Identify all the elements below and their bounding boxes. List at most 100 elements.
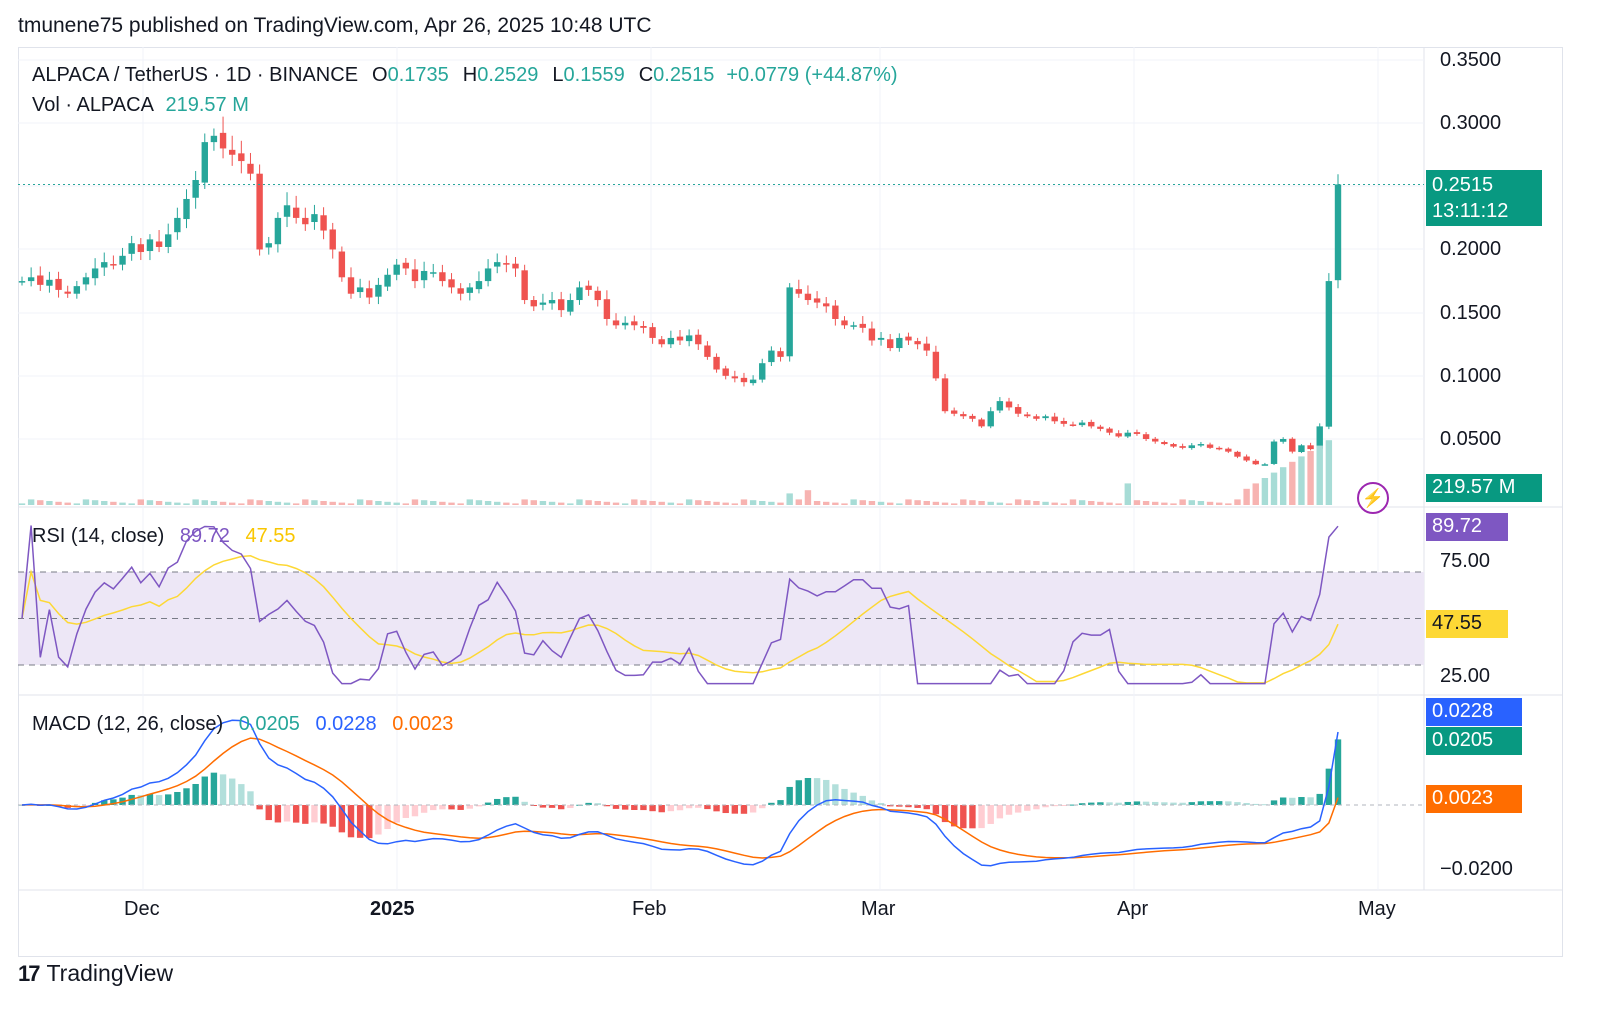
candle-body <box>731 376 739 379</box>
candle-body <box>530 300 537 307</box>
candle-body <box>484 268 492 282</box>
volume-bar <box>320 501 327 505</box>
macd-histogram-bar <box>868 800 876 805</box>
volume-bar <box>64 502 71 505</box>
macd-histogram-bar <box>1106 802 1113 805</box>
candle-body <box>1106 428 1113 433</box>
volume-bar <box>621 503 629 505</box>
candle-body <box>1215 447 1223 450</box>
volume-bar <box>832 502 839 505</box>
volume-bar <box>366 500 373 505</box>
macd-histogram-bar <box>110 799 117 805</box>
candle-body <box>539 302 547 305</box>
volume-bar <box>996 502 1004 505</box>
candle-body <box>219 132 227 149</box>
macd-histogram-bar <box>621 805 629 810</box>
time-tick: Mar <box>861 898 896 920</box>
candle-body <box>1179 446 1186 448</box>
macd-histogram-bar <box>1261 804 1269 806</box>
volume-bar <box>1042 501 1049 505</box>
volume-bar <box>238 503 245 505</box>
candle-body <box>850 325 857 327</box>
candle-body <box>1316 426 1323 449</box>
last-price-tag: 0.2515 13:11:12 <box>1426 170 1542 226</box>
chart-frame <box>18 47 1563 957</box>
candle-body <box>567 300 574 312</box>
volume-bar <box>649 501 656 505</box>
candle-body <box>55 278 62 290</box>
volume-bar <box>905 499 912 505</box>
candle-body <box>1133 432 1141 434</box>
tradingview-logo[interactable]: 17 TradingView <box>18 960 173 987</box>
volume-bar <box>119 502 126 505</box>
volume-bar <box>155 501 163 505</box>
candle-body <box>165 234 172 247</box>
macd-histogram-bar <box>1270 800 1278 805</box>
macd-histogram-bar <box>640 805 647 811</box>
volume-bar <box>640 500 647 505</box>
low-label: L <box>552 64 564 86</box>
candle-body <box>786 287 793 357</box>
volume-bar <box>1133 500 1141 505</box>
macd-histogram-bar <box>512 796 519 805</box>
candle-body <box>311 214 318 223</box>
macd-histogram-bar <box>1215 801 1223 805</box>
candle-body <box>795 289 803 294</box>
candle-body <box>594 290 601 301</box>
candle-body <box>1325 281 1333 427</box>
macd-histogram-bar <box>749 805 757 813</box>
volume-bar <box>18 503 26 505</box>
volume-bar <box>1097 501 1104 505</box>
macd-histogram-bar <box>731 805 739 814</box>
candle-body <box>859 323 866 328</box>
macd-histogram-bar <box>695 805 702 808</box>
candle-body <box>923 343 930 351</box>
macd-histogram-bar <box>941 805 949 823</box>
volume-bar <box>759 501 766 505</box>
volume-bar <box>795 499 803 505</box>
volume-legend: Vol · ALPACA 219.57 M <box>32 94 255 117</box>
lightning-icon[interactable]: ⚡ <box>1357 482 1389 514</box>
attribution: tmunene75 published on TradingView.com, … <box>18 14 652 37</box>
candle-body <box>768 350 775 363</box>
volume-bar <box>539 501 547 505</box>
time-tick: Feb <box>632 898 667 920</box>
macd-histogram-bar <box>886 805 894 807</box>
candle-body <box>877 337 885 340</box>
volume-bar <box>685 499 693 505</box>
volume-bar <box>356 499 364 505</box>
macd-histogram-bar <box>585 802 592 805</box>
close-label: C <box>638 64 654 86</box>
macd-histogram-bar <box>603 805 611 807</box>
volume-bar <box>283 502 291 505</box>
volume-bar <box>731 503 739 505</box>
macd-histogram-bar <box>539 805 547 808</box>
candle-body <box>402 262 410 269</box>
macd-histogram-bar <box>969 805 976 829</box>
rsi-legend: RSI (14, close) 89.72 47.55 <box>32 525 302 548</box>
volume-bar <box>192 499 199 505</box>
candle-body <box>1024 414 1031 417</box>
macd-histogram-bar <box>384 805 391 830</box>
macd-histogram-bar <box>1133 801 1141 805</box>
candle-body <box>1097 426 1104 429</box>
volume-bar <box>923 501 930 505</box>
macd-histogram-bar <box>274 805 282 823</box>
candle-body <box>914 341 921 345</box>
macd-histogram-bar <box>1124 801 1132 805</box>
volume-bar <box>1069 499 1077 505</box>
price-tick: 0.0500 <box>1440 428 1502 450</box>
candle-body <box>676 336 684 341</box>
candle-body <box>82 277 90 285</box>
macd-histogram-bar <box>174 791 181 805</box>
volume-bar <box>110 501 117 505</box>
candle-body <box>823 303 830 307</box>
candle-body <box>347 277 355 294</box>
time-tick: May <box>1358 898 1396 920</box>
volume-bar <box>448 502 455 505</box>
candle-body <box>420 270 428 281</box>
macd-histogram-bar <box>631 805 638 810</box>
macd-histogram-bar <box>146 793 154 805</box>
candle-body <box>155 241 163 247</box>
